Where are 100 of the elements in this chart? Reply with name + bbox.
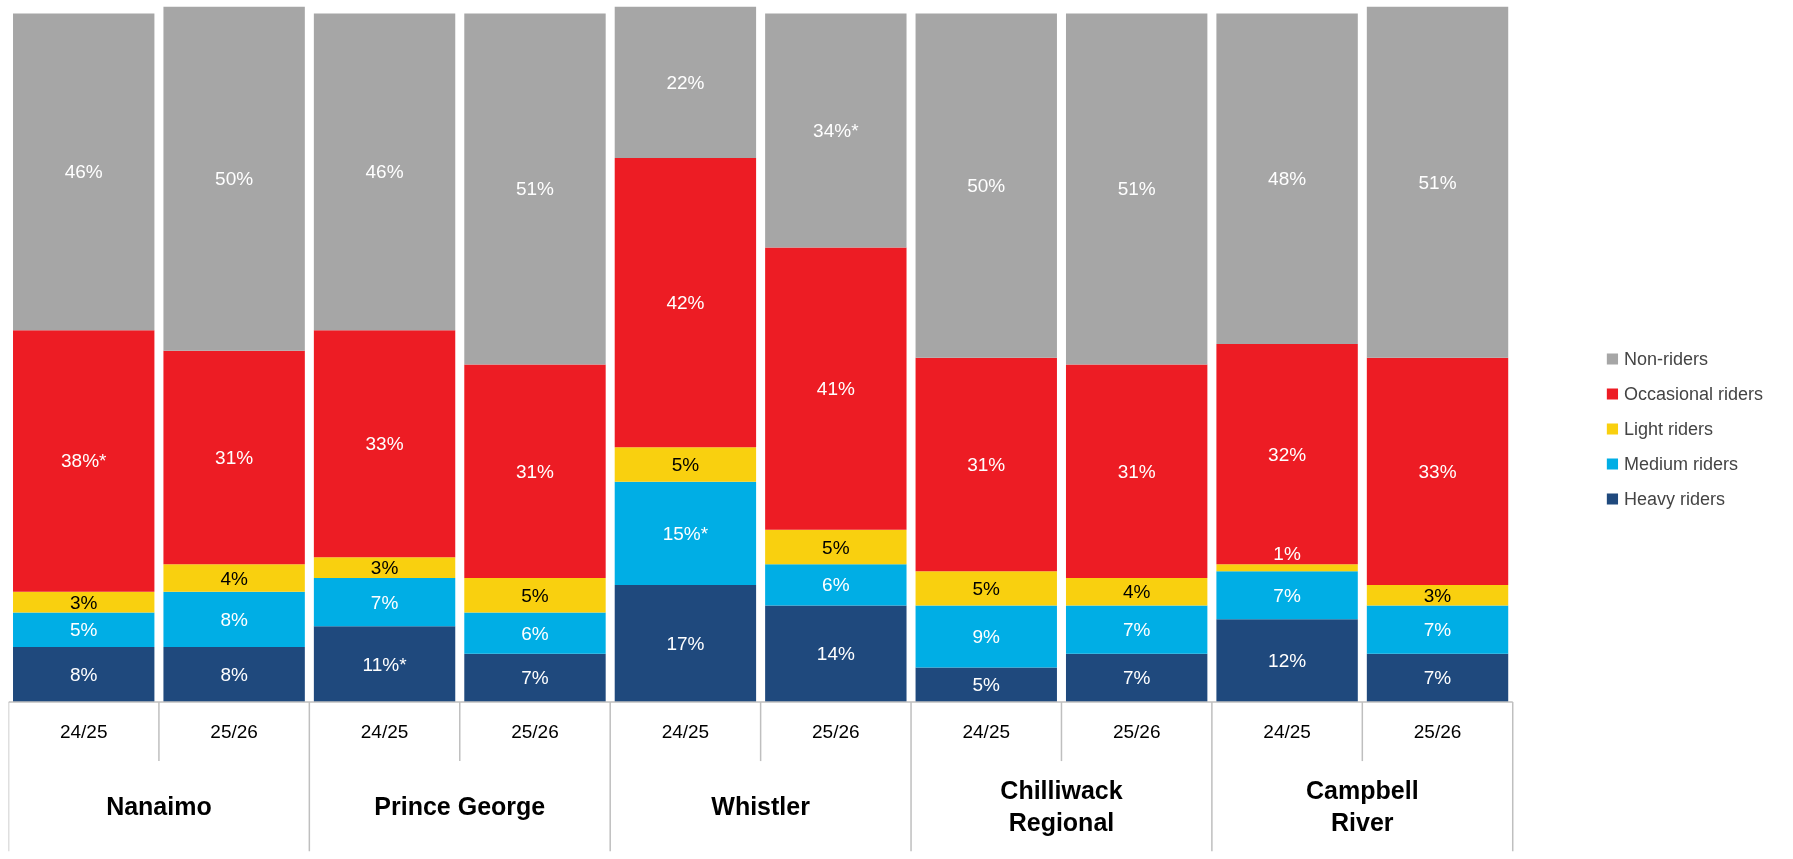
legend-label: Occasional riders — [1623, 383, 1763, 404]
bar — [1216, 13, 1358, 344]
bar — [765, 605, 907, 702]
data-label: 7% — [1423, 667, 1452, 689]
x-tick-label: 24/25 — [59, 721, 108, 743]
data-label: 1% — [1273, 543, 1301, 565]
data-label: 48% — [1268, 168, 1307, 190]
bar — [13, 13, 155, 331]
text: Whistler — [711, 792, 811, 821]
data-label: 32% — [1268, 443, 1307, 465]
bar — [1366, 653, 1509, 702]
data-label: 5% — [671, 453, 700, 475]
bar — [1366, 357, 1509, 585]
bar — [464, 653, 606, 702]
bar — [765, 529, 907, 565]
bar — [13, 330, 155, 592]
data-label: 5% — [972, 577, 1001, 599]
bar — [614, 157, 757, 448]
data-label: 22% — [666, 71, 705, 93]
bar — [915, 605, 1057, 668]
data-label: 8% — [220, 608, 248, 630]
bar — [1065, 653, 1208, 702]
data-label: 15%* — [662, 522, 709, 544]
legend-label: Heavy riders — [1623, 488, 1725, 509]
bar — [1065, 13, 1208, 365]
data-label: 51% — [515, 178, 555, 200]
data-label: 3% — [370, 557, 399, 579]
legend-label: Light riders — [1623, 418, 1713, 439]
bar — [1065, 578, 1208, 606]
bar — [765, 13, 907, 248]
data-label: 51% — [1117, 178, 1156, 200]
bar — [915, 571, 1057, 606]
data-label: 33% — [1418, 460, 1457, 482]
x-tick-label: 24/25 — [1263, 721, 1311, 743]
data-label: 31% — [967, 453, 1006, 475]
data-label: 5% — [521, 584, 549, 606]
data-label: 8% — [69, 663, 98, 685]
data-label: 34%* — [813, 119, 860, 141]
bar — [464, 612, 606, 654]
bar — [1065, 364, 1208, 579]
bar — [13, 591, 155, 613]
data-label: 9% — [972, 626, 1001, 648]
data-label: 6% — [822, 574, 850, 596]
bar — [765, 564, 907, 606]
bar — [614, 447, 757, 482]
data-label: 31% — [515, 460, 555, 482]
bar — [1366, 584, 1509, 606]
data-label: 31% — [1117, 460, 1156, 482]
bar — [163, 350, 305, 565]
data-label: 8% — [220, 663, 248, 685]
bar — [313, 578, 456, 627]
data-label: 14% — [816, 643, 855, 665]
data-label: 3% — [1423, 584, 1452, 606]
data-label: 5% — [972, 674, 1001, 696]
text: Nanaimo — [106, 792, 212, 821]
data-label: 11%* — [362, 653, 408, 675]
bar — [464, 578, 606, 613]
data-label: 46% — [64, 161, 103, 183]
x-tick-label: 25/26 — [1112, 721, 1161, 743]
bar — [1216, 564, 1358, 572]
data-label: 38%* — [61, 450, 108, 472]
bar — [464, 13, 606, 365]
bar — [313, 626, 456, 702]
data-label: 7% — [1273, 584, 1301, 606]
data-label: 7% — [1423, 619, 1452, 641]
data-label: 50% — [215, 168, 254, 190]
bar — [614, 584, 757, 702]
bar — [313, 330, 456, 558]
x-tick-label: 24/25 — [360, 721, 409, 743]
bar — [915, 13, 1057, 358]
data-label: 7% — [370, 591, 399, 613]
text: Chilliwack Regional — [1000, 776, 1123, 837]
data-label: 42% — [666, 292, 705, 314]
data-label: 41% — [816, 378, 855, 400]
bar — [1065, 605, 1208, 654]
x-tick-label: 24/25 — [661, 721, 710, 743]
bar — [163, 646, 305, 702]
x-tick-label: 25/26 — [210, 721, 258, 743]
data-label: 51% — [1418, 171, 1457, 193]
bar — [614, 481, 757, 585]
legend-label: Non-riders — [1623, 348, 1708, 369]
data-label: 46% — [365, 161, 404, 183]
x-tick-label: 24/25 — [962, 721, 1011, 743]
data-label: 5% — [822, 536, 850, 558]
data-label: 33% — [365, 433, 404, 455]
bar — [915, 667, 1057, 702]
data-label: 4% — [1122, 581, 1151, 603]
bar — [765, 247, 907, 530]
bar — [313, 557, 456, 579]
data-label: 7% — [1122, 619, 1151, 641]
bar — [13, 646, 155, 702]
x-tick-label: 25/26 — [511, 721, 559, 743]
x-tick-label: 25/26 — [812, 721, 860, 743]
bar — [163, 6, 305, 351]
bar — [1366, 6, 1509, 358]
data-label: 7% — [521, 667, 549, 689]
data-label: 5% — [69, 619, 98, 641]
bar — [313, 13, 456, 331]
text: Campbell River — [1306, 776, 1419, 837]
text: Prince George — [374, 792, 546, 821]
